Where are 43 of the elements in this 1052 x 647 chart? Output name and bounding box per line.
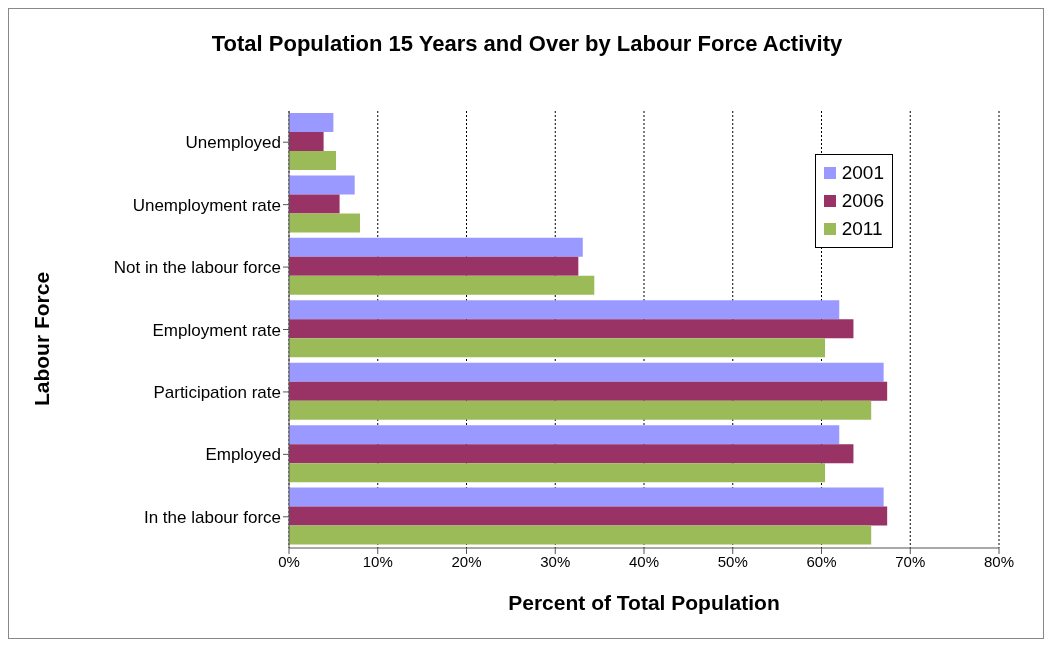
legend-label: 2011 <box>841 217 883 241</box>
y-tick-label: Employed <box>205 445 281 465</box>
bar <box>289 444 854 464</box>
bar <box>289 256 579 276</box>
bar <box>289 151 337 170</box>
bar <box>289 425 840 445</box>
bar <box>289 275 595 295</box>
x-tick-label: 20% <box>451 552 482 570</box>
x-tick-label: 60% <box>806 552 837 570</box>
bar <box>289 132 324 151</box>
x-tick-label: 40% <box>628 552 660 570</box>
bar <box>289 194 340 214</box>
bar <box>289 237 583 257</box>
bar <box>289 338 826 358</box>
y-tick-label: Participation rate <box>153 382 281 402</box>
bar <box>289 381 888 401</box>
bar <box>289 113 334 132</box>
x-tick-label: 80% <box>983 552 1015 570</box>
legend-label: 2006 <box>841 189 884 213</box>
y-tick-label: Unemployment rate <box>132 195 281 215</box>
x-tick-label: 70% <box>895 552 926 570</box>
bar <box>289 463 826 483</box>
y-tick-label: Employment rate <box>152 320 281 340</box>
x-tick-label: 0% <box>278 552 300 570</box>
bar <box>289 300 840 320</box>
chart-title: Total Population 15 Years and Over by Labour Force Activity <box>210 31 844 57</box>
bar <box>289 175 355 195</box>
bar <box>289 506 888 526</box>
bar <box>289 213 360 233</box>
x-tick-label: 10% <box>362 552 393 570</box>
y-tick-label: In the labour force <box>143 507 281 527</box>
y-tick-label: Unemployed <box>185 133 281 153</box>
bar <box>289 400 872 420</box>
x-axis-title: Percent of Total Population <box>508 591 780 614</box>
bar <box>289 362 884 382</box>
legend-label: 2001 <box>841 161 884 185</box>
bar <box>289 319 854 339</box>
x-tick-label: 30% <box>540 552 571 570</box>
y-tick-label: Not in the labour force <box>113 258 281 278</box>
y-axis-title: Labour Force <box>30 271 54 407</box>
x-tick-label: 50% <box>717 552 748 570</box>
bar <box>289 487 884 507</box>
bar <box>289 525 872 545</box>
